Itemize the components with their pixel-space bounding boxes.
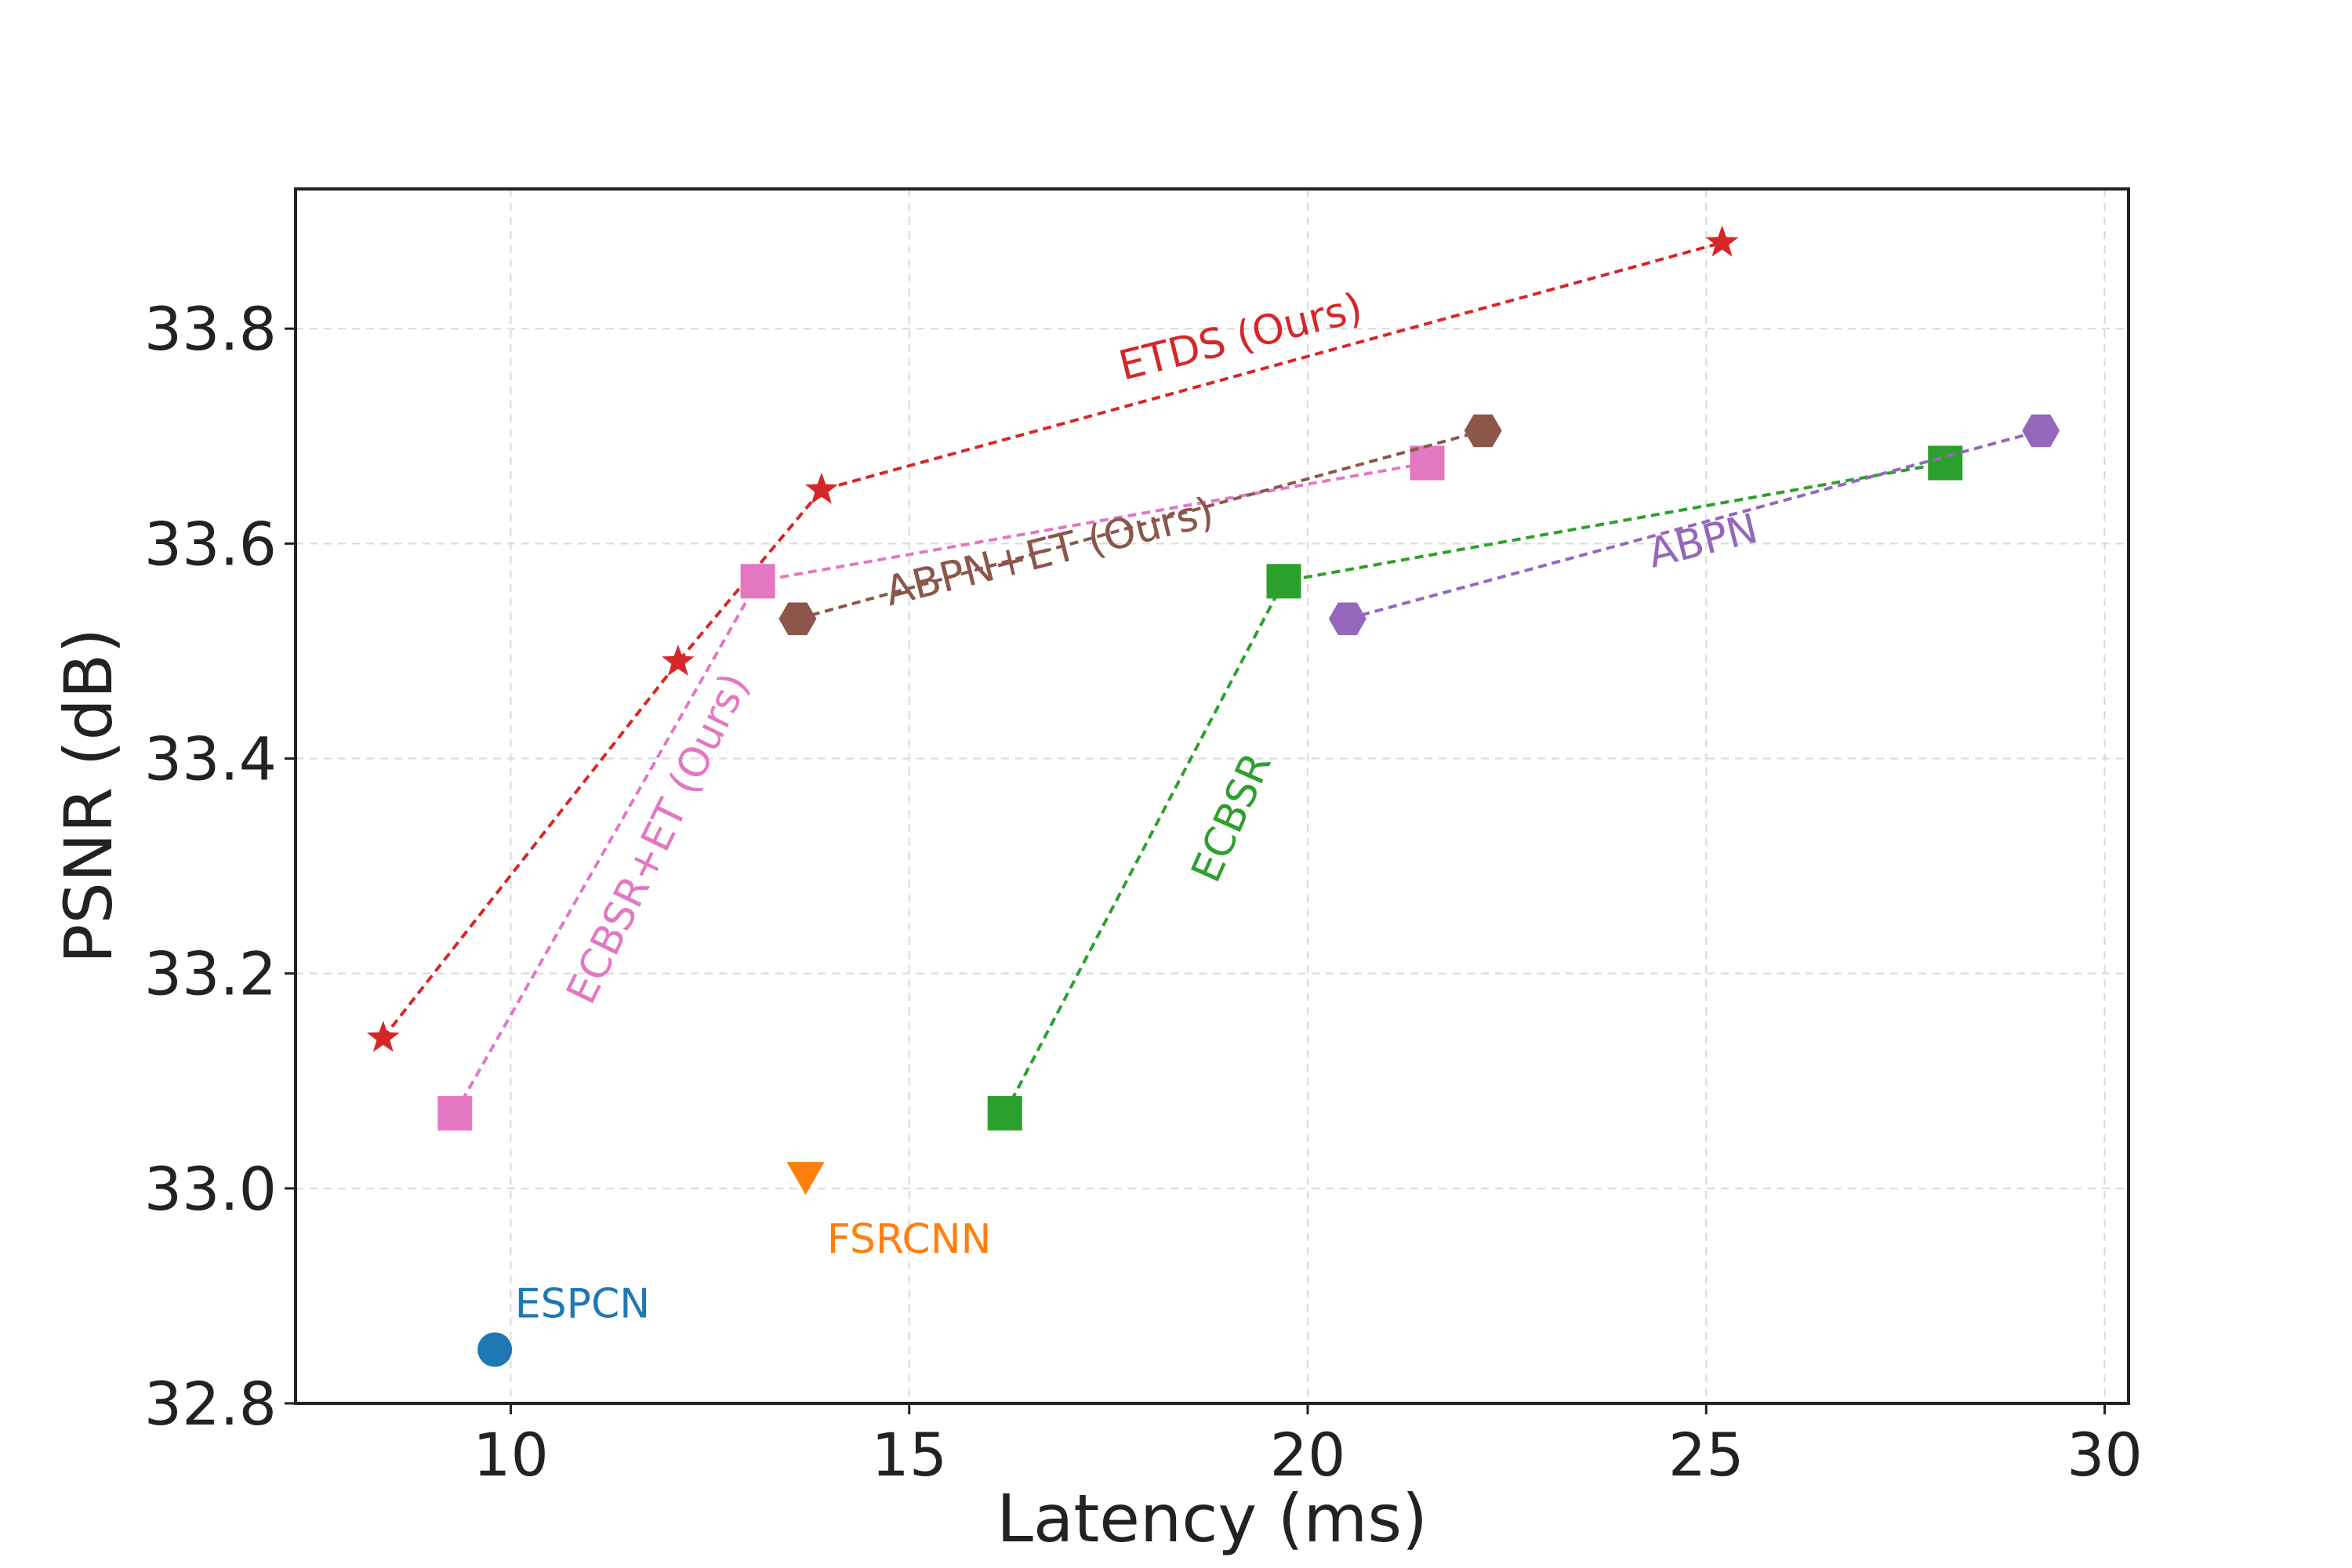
series-line xyxy=(1347,429,2042,621)
x-axis-title: Latency (ms) xyxy=(996,1480,1428,1557)
y-tick-label: 33.0 xyxy=(144,1154,277,1224)
x-tick-label: 15 xyxy=(871,1420,947,1490)
series-label-espcn: ESPCN xyxy=(515,1280,650,1327)
series-labels: ETDS (Ours)ECBSR+ET (Ours)ABPN+ET (Ours)… xyxy=(515,285,1762,1328)
data-point xyxy=(987,1095,1022,1131)
series-label-fsrcnn: FSRCNN xyxy=(827,1216,992,1263)
data-point xyxy=(1705,225,1739,257)
x-tick-label: 20 xyxy=(1270,1420,1346,1490)
data-point xyxy=(662,644,695,676)
series-fsrcnn xyxy=(786,1162,825,1196)
series-ecbsr xyxy=(987,445,1963,1131)
y-tick-label: 33.2 xyxy=(144,939,277,1009)
x-tick-label: 25 xyxy=(1668,1420,1744,1490)
data-point xyxy=(1328,602,1367,636)
data-point xyxy=(1464,414,1502,448)
data-point xyxy=(477,1332,513,1367)
data-point xyxy=(786,1162,825,1196)
data-point xyxy=(1266,564,1301,599)
series-layer xyxy=(366,225,2060,1367)
data-point xyxy=(1410,445,1445,481)
series-line xyxy=(797,429,1484,621)
series-ecbsr-et-ours xyxy=(437,445,1445,1131)
data-point xyxy=(366,1020,400,1052)
y-tick-label: 32.8 xyxy=(144,1369,277,1439)
series-label-ecbsr: ECBSR xyxy=(1183,746,1281,890)
series-abpn-et-ours xyxy=(779,414,1502,636)
series-line xyxy=(1003,461,1946,1114)
data-point xyxy=(2022,414,2060,448)
x-tick-label: 30 xyxy=(2067,1420,2143,1490)
x-tick-label: 10 xyxy=(473,1420,549,1490)
grid xyxy=(296,189,2129,1404)
y-axis-title: PSNR (dB) xyxy=(50,628,127,964)
data-point xyxy=(740,564,775,599)
series-label-abpn: ABPN xyxy=(1643,505,1762,577)
y-tick-label: 33.6 xyxy=(144,509,277,579)
data-point xyxy=(1928,445,1963,481)
series-espcn xyxy=(477,1332,513,1367)
y-tick-label: 33.8 xyxy=(144,294,277,364)
series-line xyxy=(382,241,1723,1040)
data-point xyxy=(779,602,817,636)
data-point xyxy=(437,1095,473,1131)
series-label-abpn-et-ours: ABPN+ET (Ours) xyxy=(880,488,1218,615)
data-point xyxy=(805,472,838,504)
series-etds-ours xyxy=(366,225,1739,1052)
axis-ticks: 10 15 20 25 30 32.8 33.0 33.2 33.4 33.6 33.8 xyxy=(144,294,2143,1490)
series-label-ecbsr-et-ours: ECBSR+ET (Ours) xyxy=(558,666,759,1011)
y-tick-label: 33.4 xyxy=(144,724,277,794)
series-abpn xyxy=(1328,414,2060,636)
plot-frame xyxy=(294,187,2130,1405)
